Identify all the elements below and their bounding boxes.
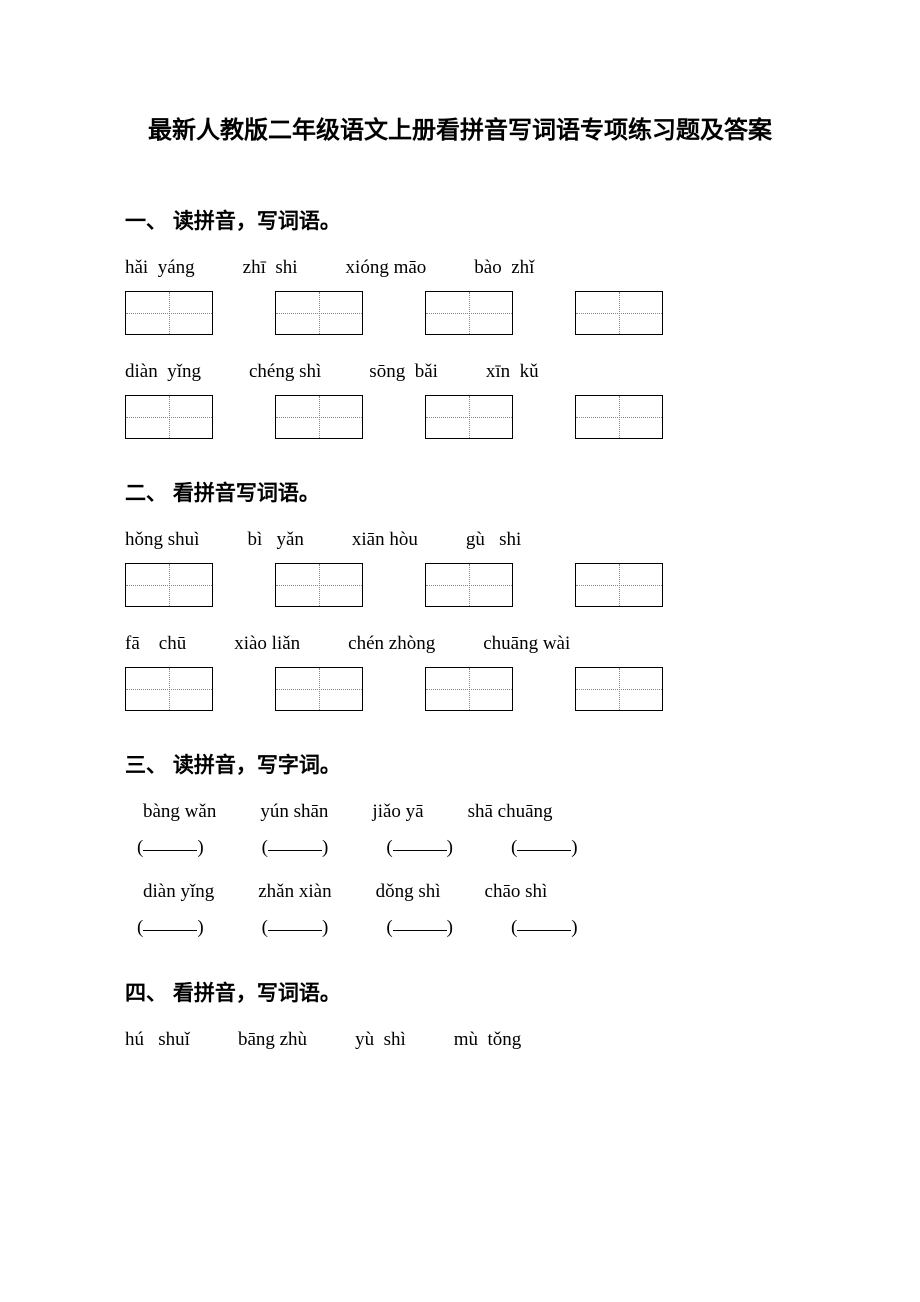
section-3-pinyin-row-2: diàn yǐng zhǎn xiàn dǒng shì chāo shì	[125, 881, 795, 903]
fill-blank: ()	[511, 837, 578, 859]
pinyin-label: hǎi yáng	[125, 257, 195, 279]
pinyin-label: chāo shì	[485, 881, 548, 903]
tianzige-box	[575, 563, 663, 607]
tianzige-box	[425, 667, 513, 711]
tianzige-box	[125, 667, 213, 711]
pinyin-label: chéng shì	[249, 361, 321, 383]
pinyin-label: bì yǎn	[247, 529, 303, 551]
tianzige-box	[425, 291, 513, 335]
tianzige-box	[275, 563, 363, 607]
page-title: 最新人教版二年级语文上册看拼音写词语专项练习题及答案	[125, 110, 795, 145]
pinyin-label: hǒng shuì	[125, 529, 199, 551]
pinyin-label: diàn yǐng	[143, 881, 214, 903]
fill-blank: ()	[386, 837, 453, 859]
tianzige-box	[125, 291, 213, 335]
pinyin-label: diàn yǐng	[125, 361, 201, 383]
pinyin-label: hú shuǐ	[125, 1029, 190, 1051]
pinyin-label: xiān hòu	[352, 529, 418, 551]
tianzige-box	[425, 395, 513, 439]
pinyin-label: zhī shi	[243, 257, 298, 279]
section-2-pinyin-row-2: fā chū xiào liǎn chén zhòng chuāng wài	[125, 633, 795, 655]
section-2-box-row-2	[125, 667, 795, 711]
tianzige-box	[125, 563, 213, 607]
fill-blank: ()	[137, 917, 204, 939]
pinyin-label: sōng bǎi	[369, 361, 438, 383]
pinyin-label: chén zhòng	[348, 633, 435, 655]
section-2-box-row-1	[125, 563, 795, 607]
section-2-heading: 二、 看拼音写词语。	[125, 477, 795, 507]
pinyin-label: shā chuāng	[468, 801, 553, 823]
pinyin-label: xiào liǎn	[234, 633, 300, 655]
tianzige-box	[575, 667, 663, 711]
tianzige-box	[275, 395, 363, 439]
pinyin-label: yù shì	[355, 1029, 406, 1051]
pinyin-label: bāng zhù	[238, 1029, 307, 1051]
fill-blank: ()	[511, 917, 578, 939]
section-1-pinyin-row-1: hǎi yáng zhī shi xióng māo bào zhǐ	[125, 257, 795, 279]
section-3-blank-row-1: () () () ()	[125, 837, 795, 859]
section-4-pinyin-row-1: hú shuǐ bāng zhù yù shì mù tǒng	[125, 1029, 795, 1051]
pinyin-label: jiǎo yā	[372, 801, 423, 823]
pinyin-label: mù tǒng	[454, 1029, 522, 1051]
tianzige-box	[275, 291, 363, 335]
pinyin-label: yún shān	[260, 801, 328, 823]
pinyin-label: bàng wǎn	[143, 801, 216, 823]
fill-blank: ()	[262, 837, 329, 859]
fill-blank: ()	[262, 917, 329, 939]
tianzige-box	[275, 667, 363, 711]
fill-blank: ()	[137, 837, 204, 859]
pinyin-label: dǒng shì	[376, 881, 441, 903]
pinyin-label: xīn kǔ	[486, 361, 539, 383]
pinyin-label: fā chū	[125, 633, 186, 655]
section-4-heading: 四、 看拼音，写词语。	[125, 977, 795, 1007]
section-1-pinyin-row-2: diàn yǐng chéng shì sōng bǎi xīn kǔ	[125, 361, 795, 383]
pinyin-label: gù shi	[466, 529, 521, 551]
tianzige-box	[125, 395, 213, 439]
section-2-pinyin-row-1: hǒng shuì bì yǎn xiān hòu gù shi	[125, 529, 795, 551]
tianzige-box	[425, 563, 513, 607]
section-3-pinyin-row-1: bàng wǎn yún shān jiǎo yā shā chuāng	[125, 801, 795, 823]
section-1-box-row-2	[125, 395, 795, 439]
tianzige-box	[575, 395, 663, 439]
tianzige-box	[575, 291, 663, 335]
section-1-box-row-1	[125, 291, 795, 335]
pinyin-label: chuāng wài	[483, 633, 570, 655]
pinyin-label: xióng māo	[346, 257, 427, 279]
section-3-blank-row-2: () () () ()	[125, 917, 795, 939]
pinyin-label: bào zhǐ	[474, 257, 534, 279]
pinyin-label: zhǎn xiàn	[258, 881, 331, 903]
fill-blank: ()	[386, 917, 453, 939]
section-1-heading: 一、 读拼音，写词语。	[125, 205, 795, 235]
section-3-heading: 三、 读拼音，写字词。	[125, 749, 795, 779]
